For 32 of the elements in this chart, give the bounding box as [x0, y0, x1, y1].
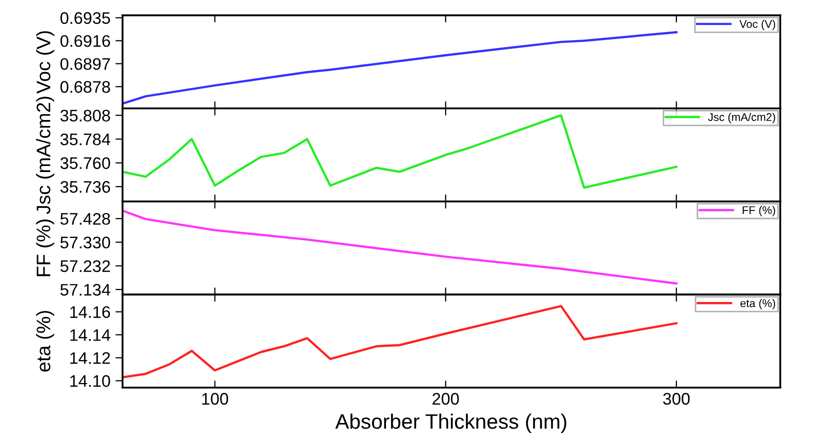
line-series [122, 210, 678, 285]
y-tick-label: 57.232 [60, 260, 110, 272]
y-tick-label: 14.10 [70, 375, 110, 387]
y-axis-title: Voc (V) [36, 31, 54, 94]
y-tick-label: 57.134 [60, 284, 110, 296]
legend-label: Jsc (mA/cm2) [708, 112, 776, 124]
y-tick-label: 35.736 [60, 181, 110, 193]
y-tick-label: 0.6916 [60, 35, 110, 47]
y-tick-label: 14.16 [70, 306, 110, 318]
legend-label: Voc (V) [739, 20, 776, 30]
y-tick-label: 57.330 [60, 236, 110, 248]
legend-label: FF (%) [742, 206, 776, 216]
y-tick-label: 0.6897 [60, 58, 110, 70]
y-axis-title: Jsc (mA/cm2) [36, 96, 54, 214]
line-series [122, 31, 678, 105]
y-tick-label: 0.6935 [60, 12, 110, 24]
y-axis-title: FF (%) [36, 220, 54, 276]
line-series [122, 114, 678, 189]
y-tick-label: 0.6878 [60, 81, 110, 93]
x-tick-label: 100 [202, 392, 228, 405]
x-tick-label: 300 [663, 392, 690, 405]
y-tick-label: 35.808 [60, 110, 110, 122]
x-axis-title: Absorber Thickness (nm) [335, 414, 566, 433]
y-tick-label: 35.784 [60, 134, 110, 146]
y-tick-label: 35.760 [60, 157, 110, 170]
y-axis-title: eta (%) [36, 310, 54, 372]
x-tick-label: 200 [432, 392, 459, 405]
legend-label: eta (%) [740, 299, 776, 310]
line-series [122, 304, 678, 378]
y-tick-label: 57.428 [60, 213, 110, 225]
y-tick-label: 14.14 [70, 329, 110, 341]
y-tick-label: 14.12 [70, 352, 110, 364]
